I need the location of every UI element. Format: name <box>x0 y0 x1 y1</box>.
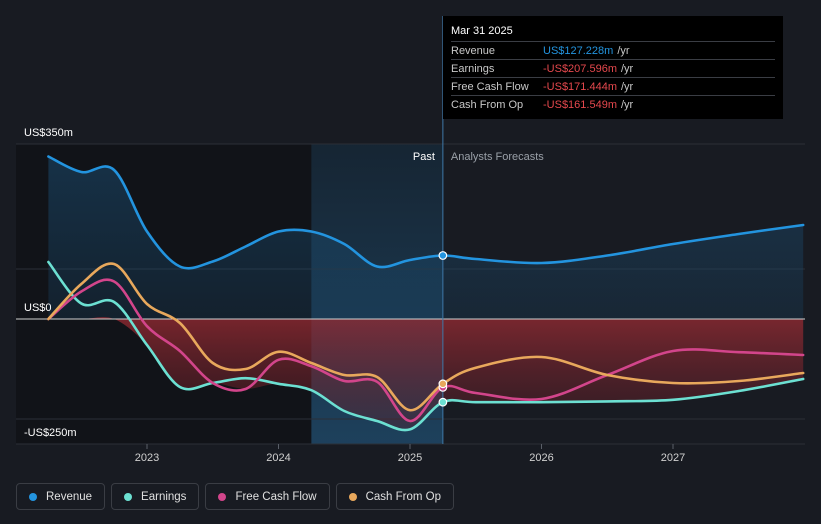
tooltip-row-revenue: Revenue US$127.228m /yr <box>451 41 775 59</box>
tooltip-label: Earnings <box>451 62 495 75</box>
tooltip-unit: /yr <box>621 80 634 93</box>
marker-earnings <box>438 397 448 407</box>
series-line-cash-from-op <box>47 262 805 412</box>
legend-item-cash-from-op[interactable]: Cash From Op <box>335 483 455 510</box>
legend: Revenue Earnings Free Cash Flow Cash Fro… <box>16 483 455 510</box>
legend-dot <box>29 492 37 501</box>
y-tick-label: US$0 <box>24 302 52 314</box>
series-lines <box>47 155 805 432</box>
tooltip-label: Cash From Op <box>451 98 524 111</box>
forecast-label: Analysts Forecasts <box>451 151 544 163</box>
x-tick-label: 2023 <box>135 452 159 464</box>
tooltip-unit: /yr <box>617 44 630 57</box>
y-tick-label: US$350m <box>24 127 73 139</box>
tooltip-value: -US$161.549m <box>543 98 617 111</box>
x-axis-labels: 2023 2024 2025 2026 2027 <box>135 444 685 464</box>
tooltip-row-earnings: Earnings -US$207.596m /yr <box>451 59 775 77</box>
tooltip-value: -US$207.596m <box>543 62 617 75</box>
tooltip-row-free-cash-flow: Free Cash Flow -US$171.444m /yr <box>451 77 775 95</box>
legend-label: Revenue <box>46 490 93 503</box>
x-tick-label: 2026 <box>529 452 553 464</box>
marker-revenue <box>438 251 448 260</box>
x-tick-label: 2027 <box>661 452 685 464</box>
tooltip-unit: /yr <box>621 98 634 111</box>
legend-item-earnings[interactable]: Earnings <box>111 483 200 510</box>
tooltip-value: -US$171.444m <box>543 80 617 93</box>
legend-dot <box>124 492 133 501</box>
legend-label: Free Cash Flow <box>235 490 317 503</box>
tooltip-row-cash-from-op: Cash From Op -US$161.549m /yr <box>451 95 775 113</box>
legend-item-revenue[interactable]: Revenue <box>16 483 106 510</box>
tooltip: Mar 31 2025 Revenue US$127.228m /yr Earn… <box>443 16 783 119</box>
revenue-area <box>48 156 804 319</box>
legend-label: Cash From Op <box>365 490 442 503</box>
legend-dot <box>218 492 227 501</box>
tooltip-date: Mar 31 2025 <box>451 25 513 37</box>
y-tick-label: -US$250m <box>24 427 77 439</box>
legend-label: Earnings <box>141 490 187 503</box>
past-label: Past <box>413 151 435 163</box>
tooltip-label: Free Cash Flow <box>451 80 529 93</box>
series-line-revenue <box>47 155 805 270</box>
x-tick-label: 2024 <box>266 452 290 464</box>
tooltip-value: US$127.228m <box>543 44 614 57</box>
y-axis-labels: US$350m US$0 -US$250m <box>24 127 77 439</box>
tooltip-unit: /yr <box>621 62 634 75</box>
series-line-free-cash-flow <box>47 278 805 423</box>
current-markers <box>438 251 448 407</box>
legend-item-free-cash-flow[interactable]: Free Cash Flow <box>205 483 330 510</box>
tooltip-label: Revenue <box>451 44 496 57</box>
series-line-earnings <box>47 260 805 432</box>
negative-area <box>48 317 804 431</box>
marker-cash-from-op <box>438 379 448 389</box>
x-tick-label: 2025 <box>398 452 422 464</box>
legend-dot <box>348 492 357 501</box>
